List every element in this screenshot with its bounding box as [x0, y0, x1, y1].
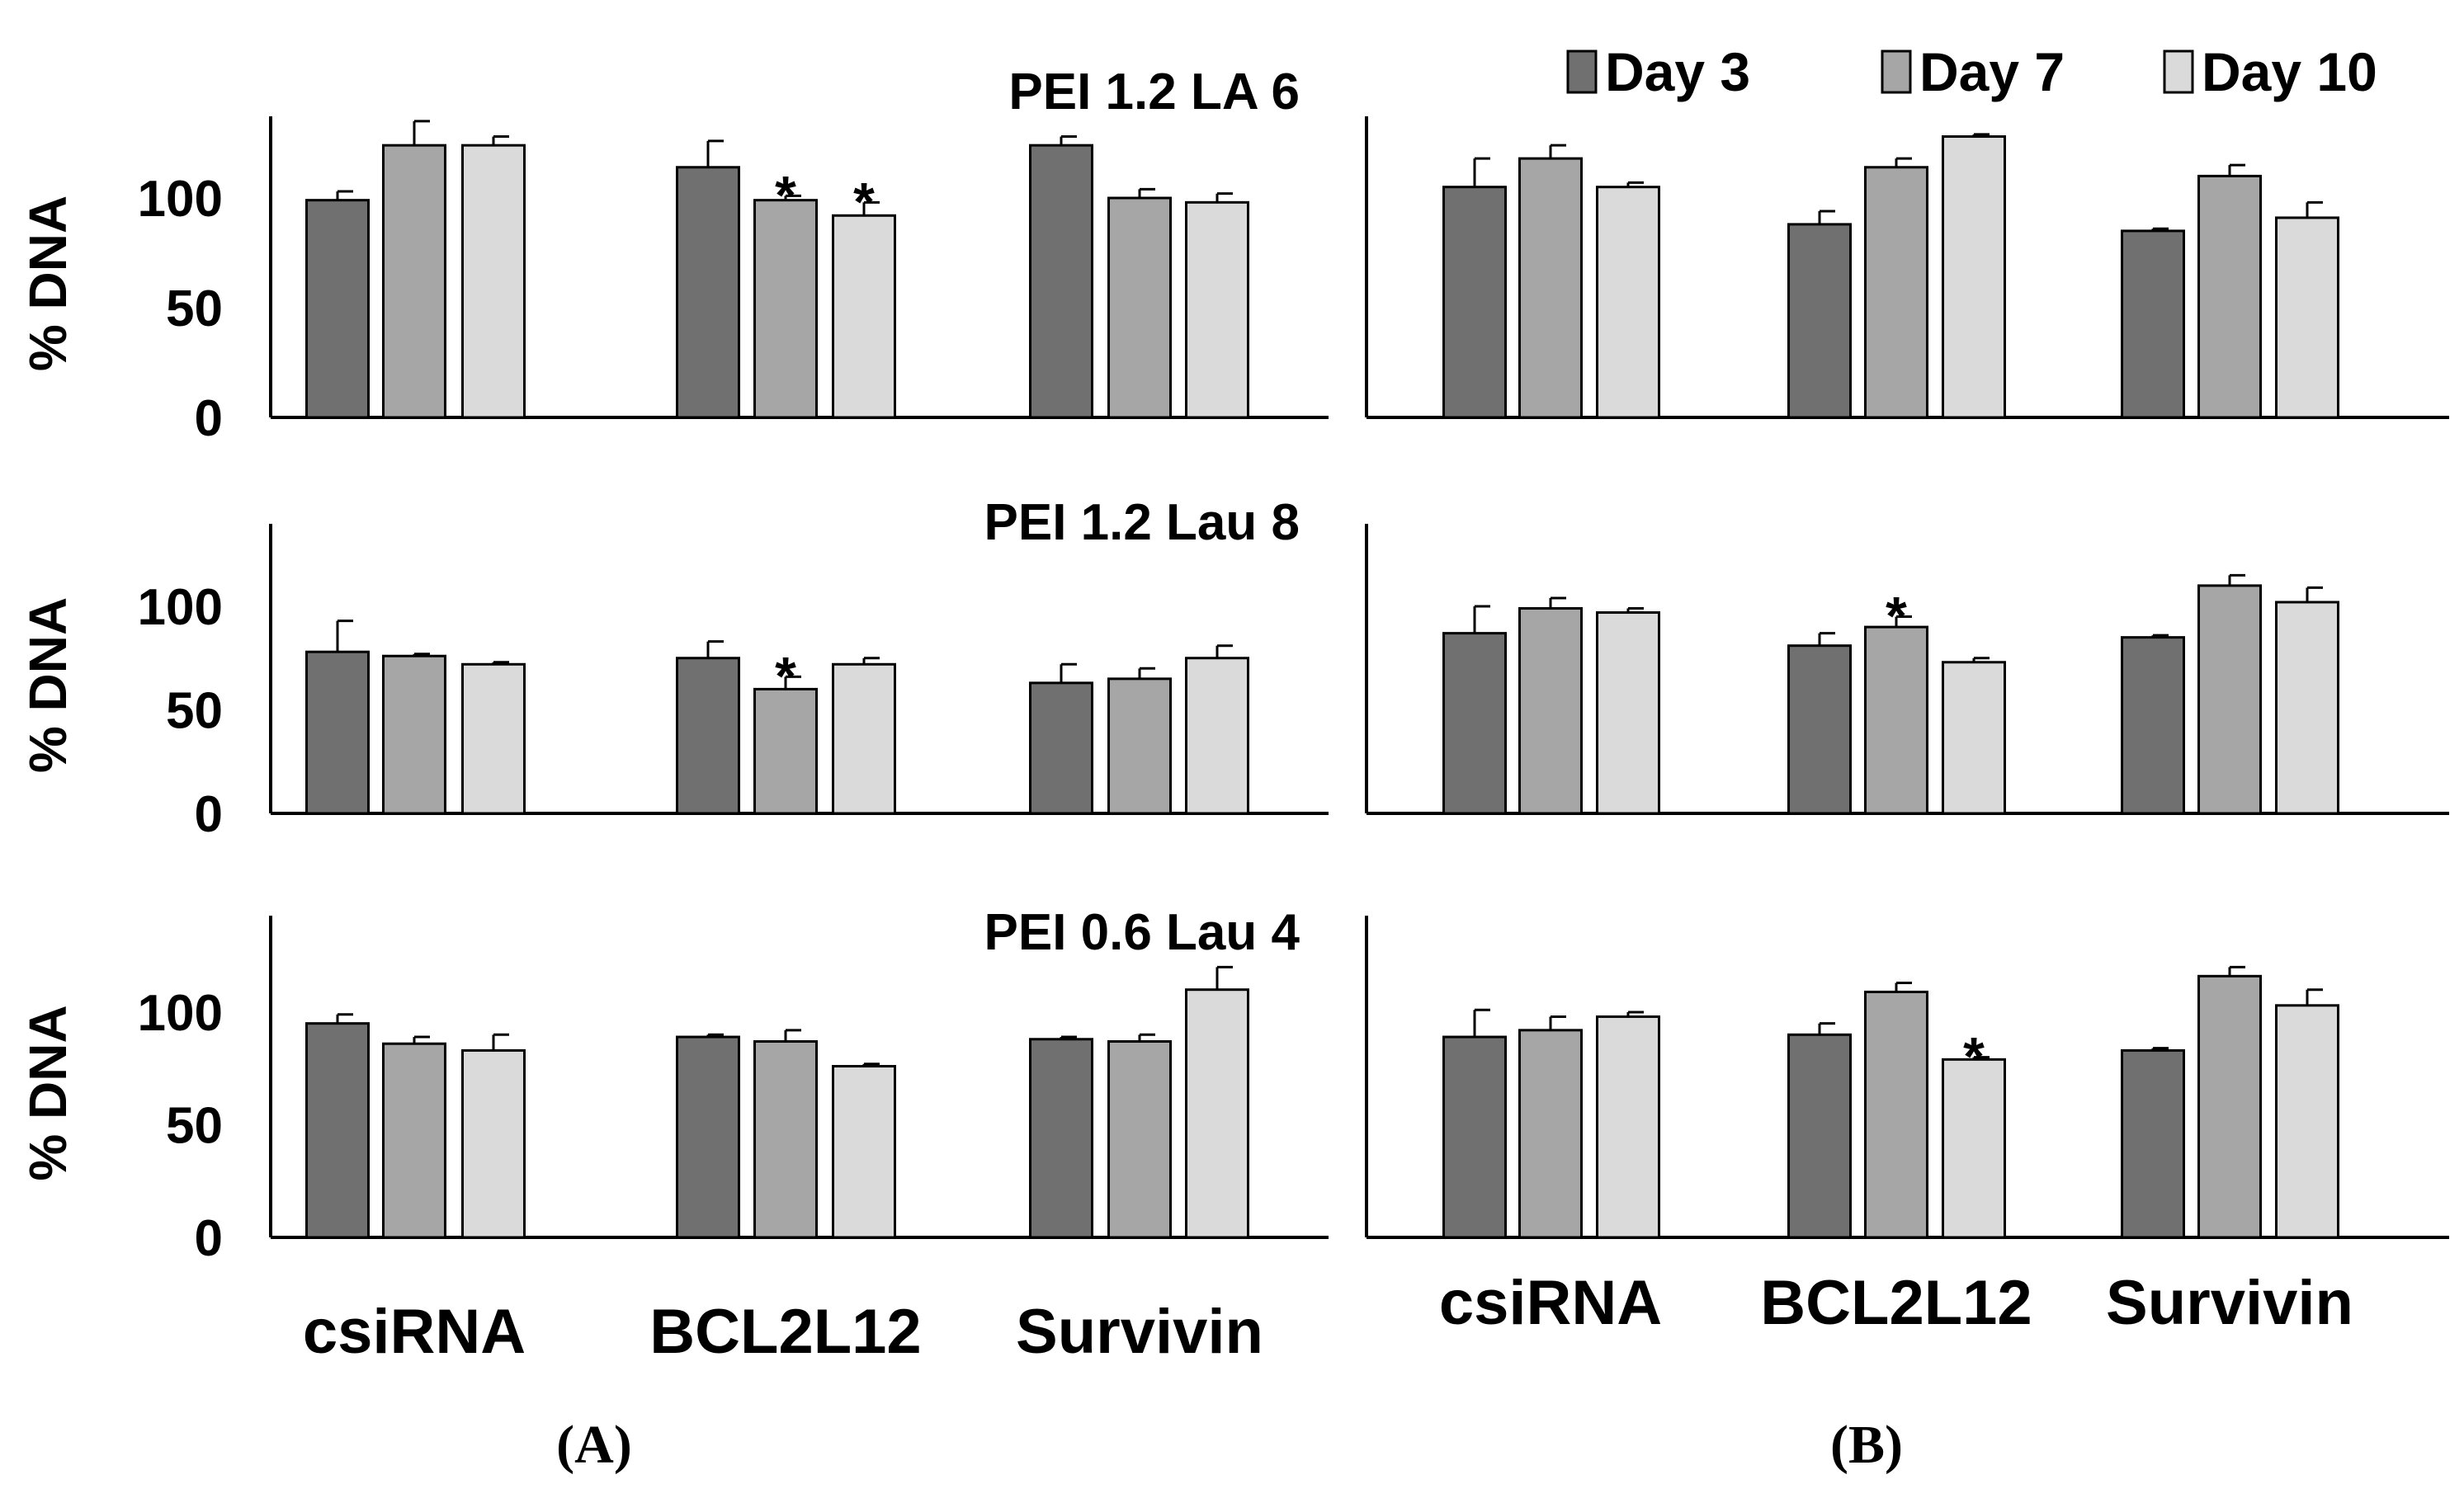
significance-star: *: [775, 164, 796, 225]
bar-bcl2l12-day-10: [1942, 661, 2006, 815]
bar-csirna-day-3: [305, 1022, 370, 1239]
bar-bcl2l12-day-3: [1787, 644, 1852, 815]
bar-csirna-day-3: [1442, 632, 1507, 815]
bar-bcl2l12-day-3: [676, 657, 740, 815]
y-axis-title: % DNA: [18, 196, 78, 371]
bar-survivin-day-3: [2121, 1048, 2185, 1239]
bar-survivin-day-7: [2197, 974, 2262, 1239]
legend-swatch-day7: [1881, 49, 1912, 94]
y-tick-label: 50: [166, 280, 223, 337]
bar-csirna-day-10: [461, 1048, 526, 1239]
bar-survivin-day-10: [2275, 216, 2339, 419]
x-tick-label-csirna: csiRNA: [1439, 1268, 1662, 1338]
chart-a-row1: 0 50 100 % DNA PEI 1.2 LA 6 * *: [18, 64, 1329, 447]
significance-star: *: [853, 171, 875, 232]
bar-bcl2l12-day-7: [1864, 990, 1928, 1239]
bar-csirna-day-10: [1596, 611, 1660, 815]
y-tick-label: 0: [195, 1210, 223, 1267]
bar-survivin-day-7: [1107, 1039, 1172, 1239]
bar-bcl2l12-day-10: [1942, 1058, 2006, 1239]
chart-title: PEI 1.2 Lau 8: [984, 494, 1300, 551]
bar-csirna-day-3: [305, 650, 370, 815]
bar-survivin-day-3: [2121, 636, 2185, 815]
x-tick-label-survivin: Survivin: [2106, 1268, 2353, 1338]
chart-title: PEI 0.6 Lau 4: [984, 904, 1300, 961]
y-axis-title: % DNA: [18, 597, 78, 773]
bar-survivin-day-7: [2197, 174, 2262, 419]
y-tick-label: 0: [195, 390, 223, 447]
bar-survivin-day-7: [2197, 584, 2262, 815]
bar-survivin-day-10: [1185, 988, 1249, 1239]
legend-swatch-day3: [1566, 49, 1598, 94]
bar-csirna-day-3: [305, 199, 370, 419]
bar-survivin-day-10: [2275, 1004, 2339, 1239]
legend-label-day10: Day 10: [2202, 41, 2377, 102]
bar-bcl2l12-day-10: [832, 214, 896, 419]
x-tick-label-csirna: csiRNA: [303, 1297, 526, 1367]
bar-bcl2l12-day-3: [676, 1035, 740, 1239]
significance-star: *: [775, 645, 796, 706]
bar-csirna-day-7: [1518, 1029, 1583, 1239]
x-tick-label-bcl2l12: BCL2L12: [1760, 1268, 2032, 1338]
y-tick-label: 100: [138, 171, 223, 228]
bar-bcl2l12-day-7: [753, 1039, 818, 1239]
bar-csirna-day-10: [1596, 1015, 1660, 1239]
y-tick-label: 100: [138, 985, 223, 1042]
chart-b-row2: *: [1365, 524, 2449, 815]
bar-survivin-day-10: [2275, 601, 2339, 815]
bar-survivin-day-3: [2121, 229, 2185, 419]
y-tick-label: 50: [166, 1098, 223, 1155]
bar-csirna-day-7: [1518, 607, 1583, 815]
significance-star: *: [1963, 1026, 1985, 1087]
legend-label-day3: Day 3: [1605, 41, 1750, 102]
bar-csirna-day-7: [382, 1042, 446, 1239]
bar-survivin-day-7: [1107, 196, 1172, 419]
bar-survivin-day-3: [1029, 144, 1093, 419]
y-tick-label: 0: [195, 786, 223, 843]
panel-label-b-text: B: [1848, 1415, 1885, 1475]
bar-csirna-day-10: [461, 662, 526, 815]
bar-survivin-day-7: [1107, 677, 1172, 815]
chart-b-row1: [1365, 116, 2449, 419]
bar-survivin-day-10: [1185, 200, 1249, 419]
x-tick-label-survivin: Survivin: [1016, 1297, 1263, 1367]
panel-label-a-text: A: [574, 1415, 614, 1475]
bar-csirna-day-7: [382, 654, 446, 815]
legend-label-day7: Day 7: [1919, 41, 2065, 102]
bar-bcl2l12-day-7: [1864, 625, 1928, 815]
bar-bcl2l12-day-7: [753, 687, 818, 815]
y-axis-title: % DNA: [18, 1005, 78, 1180]
bar-bcl2l12-day-3: [1787, 1033, 1852, 1239]
chart-title: PEI 1.2 LA 6: [1008, 64, 1300, 120]
bar-bcl2l12-day-10: [832, 662, 896, 815]
legend-swatch-day10: [2163, 49, 2194, 94]
bar-csirna-day-3: [1442, 1035, 1507, 1239]
bar-csirna-day-7: [382, 144, 446, 419]
significance-star: *: [1886, 586, 1907, 647]
chart-a-row2: 0 50 100 % DNA PEI 1.2 Lau 8 *: [18, 494, 1329, 843]
bar-csirna-day-10: [1596, 186, 1660, 419]
bar-bcl2l12-day-7: [1864, 166, 1928, 419]
panel-label-a: (A): [556, 1415, 632, 1475]
bar-survivin-day-10: [1185, 657, 1249, 815]
y-tick-label: 50: [166, 683, 223, 740]
y-tick-label: 100: [138, 579, 223, 636]
x-tick-label-bcl2l12: BCL2L12: [649, 1297, 921, 1367]
bar-csirna-day-10: [461, 144, 526, 419]
bar-bcl2l12-day-7: [753, 199, 818, 419]
bar-bcl2l12-day-3: [676, 166, 740, 419]
panel-label-b: (B): [1830, 1415, 1903, 1475]
bar-survivin-day-3: [1029, 681, 1093, 815]
plots: 0 50 100 % DNA PEI 1.2 LA 6 * * 0 50 100 % DNA PEI …: [18, 64, 2449, 1367]
bar-bcl2l12-day-10: [832, 1065, 896, 1239]
bar-survivin-day-3: [1029, 1038, 1093, 1239]
chart-b-row3: * csiRNA BCL2L12 Survivin: [1365, 916, 2449, 1338]
bar-csirna-day-3: [1442, 186, 1507, 419]
legend: Day 3 Day 7 Day 10: [1566, 41, 2377, 102]
bar-csirna-day-7: [1518, 157, 1583, 419]
chart-a-row3: 0 50 100 % DNA PEI 0.6 Lau 4 csiRNA BCL2L12 Sur…: [18, 904, 1329, 1367]
bar-bcl2l12-day-10: [1942, 135, 2006, 419]
bar-bcl2l12-day-3: [1787, 223, 1852, 419]
